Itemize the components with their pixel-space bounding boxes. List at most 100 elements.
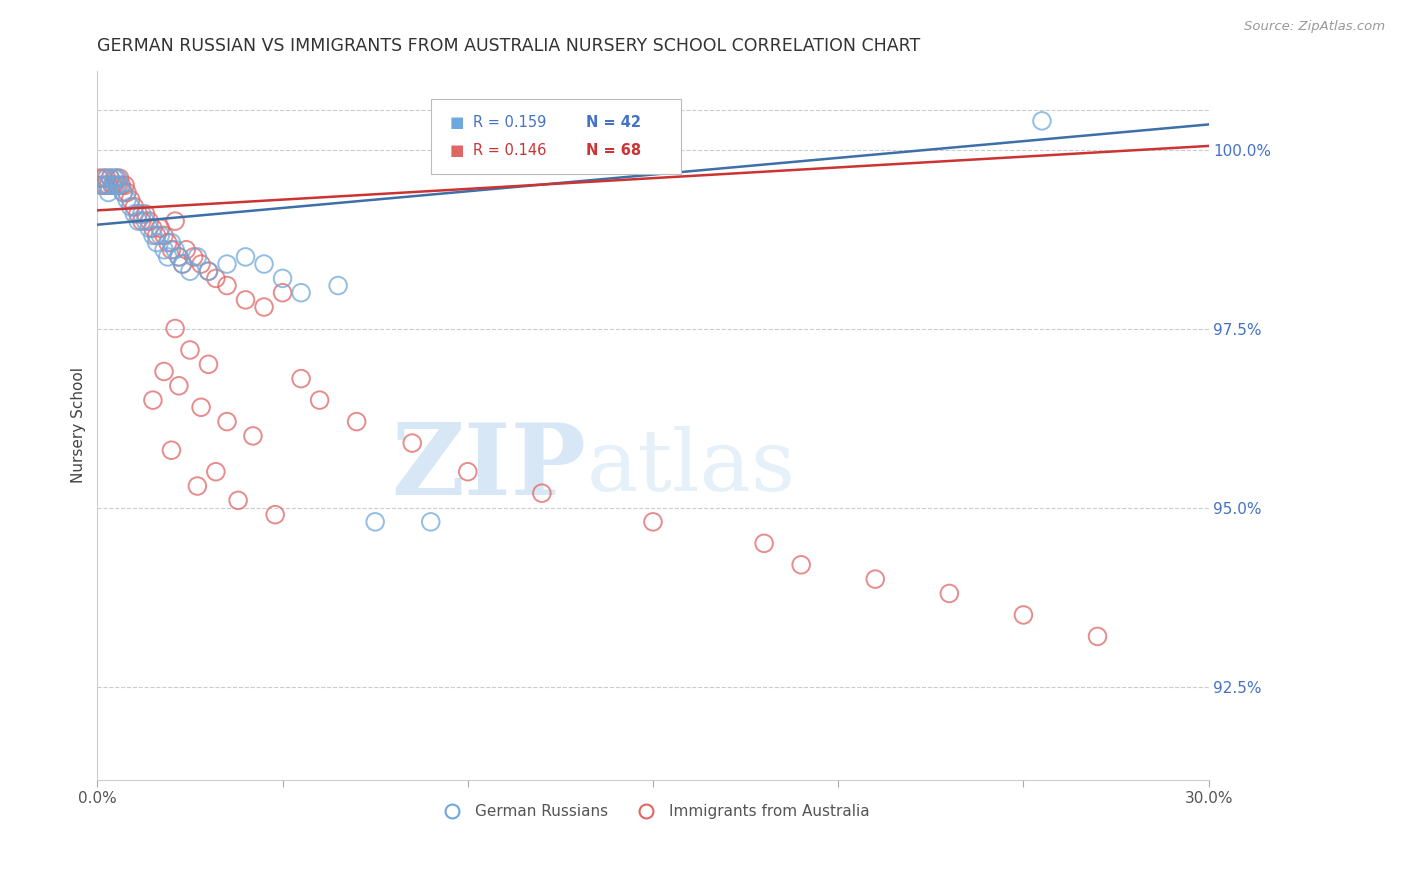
Point (205, 271, 228, 285)
Point (865, 572, 887, 586)
Point (108, 178, 131, 193)
Point (107, 178, 129, 193)
Legend: German Russians, Immigrants from Australia: German Russians, Immigrants from Austral… (430, 798, 876, 825)
Point (107, 171, 129, 186)
Point (114, 178, 136, 193)
Point (142, 228, 165, 243)
Point (127, 207, 149, 221)
Point (96, 178, 118, 193)
Point (530, 486, 553, 500)
Point (179, 343, 201, 357)
Point (112, 186, 135, 200)
Point (364, 515, 387, 529)
Point (91, 178, 114, 193)
Text: GERMAN RUSSIAN VS IMMIGRANTS FROM AUSTRALIA NURSERY SCHOOL CORRELATION CHART: GERMAN RUSSIAN VS IMMIGRANTS FROM AUSTRA… (97, 37, 921, 55)
Point (153, 364, 176, 378)
Point (103, 171, 125, 186)
Point (115, 186, 138, 200)
Point (131, 214, 153, 228)
Point (641, 515, 664, 529)
Point (172, 257, 194, 271)
Point (97, 178, 120, 193)
Point (290, 371, 312, 385)
Point (167, 250, 190, 264)
Point (215, 257, 238, 271)
Point (98, 171, 121, 186)
Point (235, 293, 257, 307)
Text: ■: ■ (450, 115, 464, 130)
Point (183, 250, 205, 264)
Point (145, 228, 167, 243)
Point (145, 235, 167, 250)
Point (308, 393, 330, 408)
Point (167, 250, 190, 264)
Point (108, 171, 131, 186)
Point (186, 250, 208, 264)
Point (156, 250, 179, 264)
Point (401, 436, 423, 450)
Point (98, 171, 121, 186)
Point (156, 235, 179, 250)
Point (264, 508, 287, 522)
Point (1012, 607, 1035, 622)
Point (172, 257, 194, 271)
Point (134, 207, 156, 221)
Point (346, 415, 368, 429)
Point (271, 285, 294, 300)
Point (104, 178, 127, 193)
Point (197, 264, 219, 278)
Point (205, 465, 228, 479)
Point (96, 171, 118, 186)
Point (153, 228, 176, 243)
Point (197, 264, 219, 278)
Point (326, 278, 349, 293)
Point (101, 178, 124, 193)
Point (290, 285, 312, 300)
Text: atlas: atlas (586, 426, 796, 509)
Point (165, 243, 187, 257)
Point (215, 415, 238, 429)
Point (142, 393, 165, 408)
Point (242, 429, 264, 443)
Point (938, 586, 960, 600)
Point (104, 171, 127, 186)
Point (97, 186, 120, 200)
FancyBboxPatch shape (430, 99, 681, 174)
Point (457, 465, 479, 479)
Point (790, 558, 813, 572)
Point (419, 515, 441, 529)
Point (112, 186, 135, 200)
Text: ZIP: ZIP (391, 419, 586, 516)
Point (197, 357, 219, 371)
Point (138, 214, 160, 228)
Point (94, 171, 117, 186)
Point (186, 479, 208, 493)
Text: N = 68: N = 68 (586, 144, 641, 159)
Text: R = 0.146: R = 0.146 (472, 144, 547, 159)
Text: ■: ■ (450, 144, 464, 159)
Point (215, 278, 238, 293)
Point (110, 178, 132, 193)
Point (253, 257, 276, 271)
Point (127, 214, 149, 228)
Point (179, 264, 201, 278)
Text: Source: ZipAtlas.com: Source: ZipAtlas.com (1244, 20, 1385, 33)
Point (115, 193, 138, 207)
Point (167, 379, 190, 393)
Point (160, 243, 183, 257)
Point (89, 171, 111, 186)
Point (124, 200, 146, 214)
Point (90, 178, 112, 193)
Point (101, 178, 124, 193)
Point (165, 321, 187, 335)
Point (160, 235, 183, 250)
Point (174, 243, 197, 257)
Point (138, 221, 160, 235)
Point (124, 207, 146, 221)
Point (253, 300, 276, 314)
Point (91, 171, 114, 186)
Point (226, 493, 249, 508)
Point (131, 207, 153, 221)
Point (160, 443, 183, 458)
Point (190, 257, 212, 271)
